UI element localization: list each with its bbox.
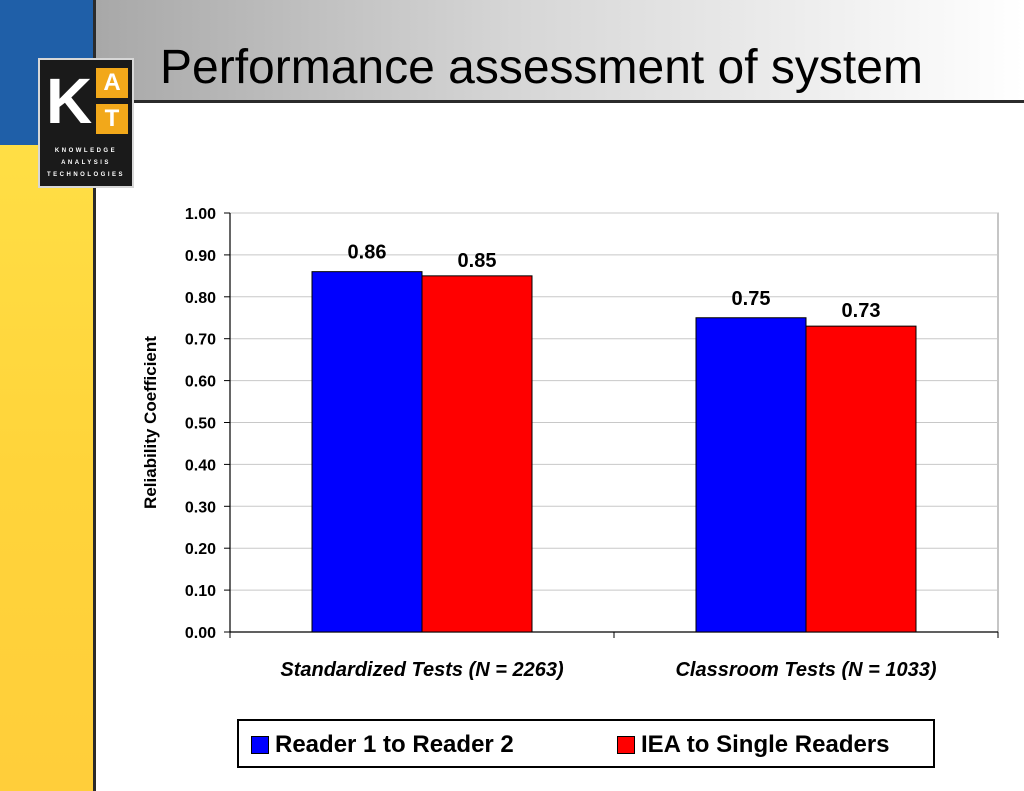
bar [805,325,917,633]
y-tick-label: 0.10 [185,583,216,600]
legend-item-series1: Reader 1 to Reader 2 [251,731,514,759]
header-band [96,0,1024,100]
y-tick-label: 0.60 [185,374,216,391]
y-tick-label: 0.40 [185,457,216,474]
bar [421,275,533,633]
logo-line-technologies: TECHNOLOGIES [46,172,125,178]
legend-label-series1: Reader 1 to Reader 2 [275,731,514,758]
header-divider-line [96,100,1024,103]
logo-letter-a: A [96,68,128,98]
kat-logo: K A T KNOWLEDGE ANALYSIS TECHNOLOGIES [38,58,134,188]
x-category-label: Standardized Tests (N = 2263) [280,659,564,681]
y-tick-label: 0.00 [185,625,216,642]
y-tick-label: 0.30 [185,499,216,516]
bar [311,271,423,633]
logo-line-knowledge: KNOWLEDGE [54,148,118,154]
data-label: 0.73 [842,300,881,322]
y-axis-title: Reliability Coefficient [141,336,160,509]
logo-line-analysis: ANALYSIS [61,160,111,166]
data-label: 0.86 [348,242,387,264]
legend-item-series2: IEA to Single Readers [617,731,890,759]
slide-title: Performance assessment of system [160,41,923,94]
left-divider-line [93,0,96,791]
y-tick-label: 0.80 [185,290,216,307]
y-tick-label: 0.90 [185,248,216,265]
y-tick-label: 0.70 [185,332,216,349]
logo-letter-k: K [46,65,93,137]
legend-swatch-series1 [251,736,269,754]
legend-swatch-series2 [617,736,635,754]
x-category-label: Classroom Tests (N = 1033) [675,659,936,681]
logo-letter-t: T [96,104,128,134]
y-tick-label: 1.00 [185,206,216,223]
data-label: 0.75 [732,288,771,310]
bar [695,317,807,633]
y-tick-label: 0.20 [185,541,216,558]
y-tick-label: 0.50 [185,416,216,433]
data-label: 0.85 [458,250,497,272]
chart-legend: Reader 1 to Reader 2 IEA to Single Reade… [237,719,935,768]
legend-label-series2: IEA to Single Readers [641,731,890,758]
